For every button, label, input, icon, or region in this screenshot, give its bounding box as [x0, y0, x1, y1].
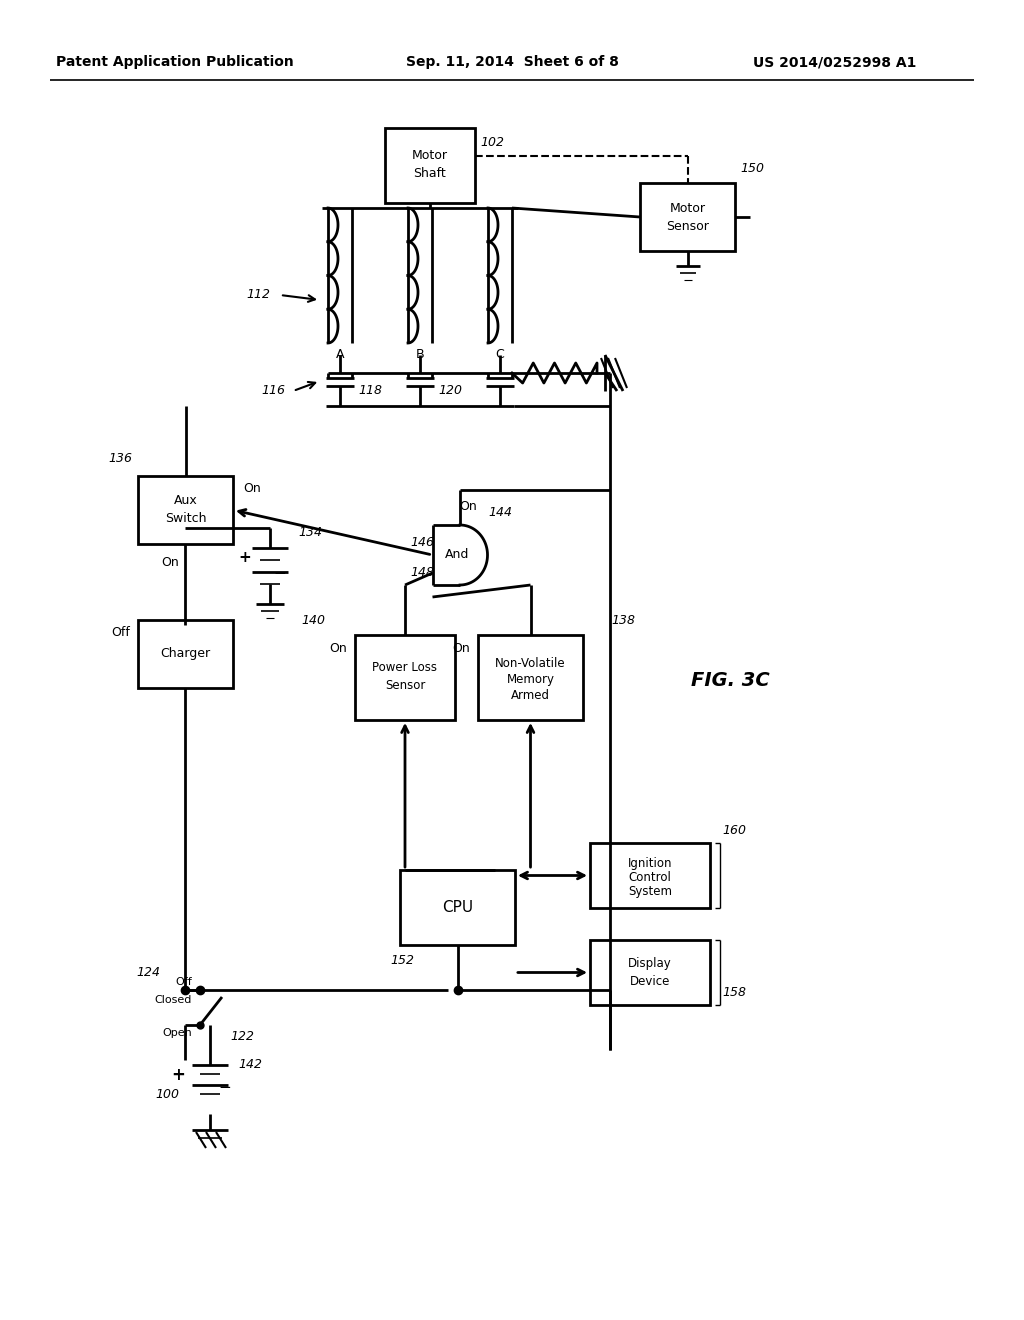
- Text: +: +: [239, 550, 251, 565]
- Text: Display: Display: [628, 957, 672, 970]
- Text: 120: 120: [438, 384, 462, 397]
- Text: 102: 102: [480, 136, 504, 149]
- Text: Ignition: Ignition: [628, 857, 672, 870]
- Text: −: −: [273, 565, 287, 581]
- Text: 150: 150: [740, 161, 764, 174]
- Text: FIG. 3C: FIG. 3C: [690, 671, 769, 689]
- Text: Motor: Motor: [670, 202, 706, 214]
- Text: System: System: [628, 884, 672, 898]
- Text: 142: 142: [238, 1059, 262, 1072]
- Text: +: +: [171, 1067, 185, 1084]
- Text: Open: Open: [162, 1028, 193, 1038]
- Text: B: B: [416, 348, 424, 362]
- Text: Shaft: Shaft: [414, 168, 446, 180]
- Text: −: −: [218, 1080, 230, 1094]
- Text: 138: 138: [611, 615, 635, 627]
- Text: 152: 152: [390, 953, 414, 966]
- Text: On: On: [459, 500, 477, 513]
- Text: Sensor: Sensor: [666, 219, 709, 232]
- Text: US 2014/0252998 A1: US 2014/0252998 A1: [754, 55, 916, 69]
- Bar: [400, 870, 515, 945]
- Text: On: On: [243, 482, 261, 495]
- Text: 160: 160: [722, 825, 746, 837]
- Text: 100: 100: [155, 1089, 179, 1101]
- Text: Control: Control: [629, 871, 672, 884]
- Text: 158: 158: [722, 986, 746, 999]
- Text: Non-Volatile: Non-Volatile: [496, 657, 566, 671]
- Bar: [138, 620, 233, 688]
- Text: And: And: [444, 549, 469, 561]
- Text: 146: 146: [411, 536, 434, 549]
- Bar: [355, 635, 455, 719]
- Text: 136: 136: [108, 451, 132, 465]
- Text: 134: 134: [298, 527, 322, 540]
- Text: Closed: Closed: [155, 995, 193, 1005]
- Text: On: On: [453, 643, 470, 656]
- Bar: [640, 183, 735, 251]
- Text: 144: 144: [488, 507, 512, 520]
- Text: Switch: Switch: [165, 512, 206, 525]
- Text: Charger: Charger: [161, 648, 211, 660]
- Bar: [138, 477, 233, 544]
- Text: Sensor: Sensor: [385, 678, 425, 692]
- Text: 116: 116: [261, 384, 285, 397]
- Text: Off: Off: [112, 626, 130, 639]
- Text: Off: Off: [175, 977, 193, 987]
- Text: Sep. 11, 2014  Sheet 6 of 8: Sep. 11, 2014 Sheet 6 of 8: [406, 55, 618, 69]
- Bar: [385, 128, 475, 203]
- Text: Device: Device: [630, 975, 670, 987]
- Text: On: On: [330, 643, 347, 656]
- Bar: [478, 635, 583, 719]
- Text: 140: 140: [301, 615, 325, 627]
- Text: CPU: CPU: [442, 900, 473, 915]
- Text: 112: 112: [246, 289, 270, 301]
- Bar: [590, 843, 710, 908]
- Text: 118: 118: [358, 384, 382, 397]
- Text: 124: 124: [136, 965, 160, 978]
- Text: Memory: Memory: [507, 673, 555, 686]
- Text: Power Loss: Power Loss: [373, 661, 437, 675]
- Text: Armed: Armed: [511, 689, 550, 702]
- Text: On: On: [161, 557, 179, 569]
- Text: Aux: Aux: [174, 495, 198, 507]
- Text: Patent Application Publication: Patent Application Publication: [56, 55, 294, 69]
- Text: Motor: Motor: [412, 149, 449, 162]
- Bar: [590, 940, 710, 1005]
- Text: C: C: [496, 348, 505, 362]
- Text: 148: 148: [411, 566, 434, 579]
- Text: 122: 122: [230, 1031, 254, 1044]
- Text: A: A: [336, 348, 344, 362]
